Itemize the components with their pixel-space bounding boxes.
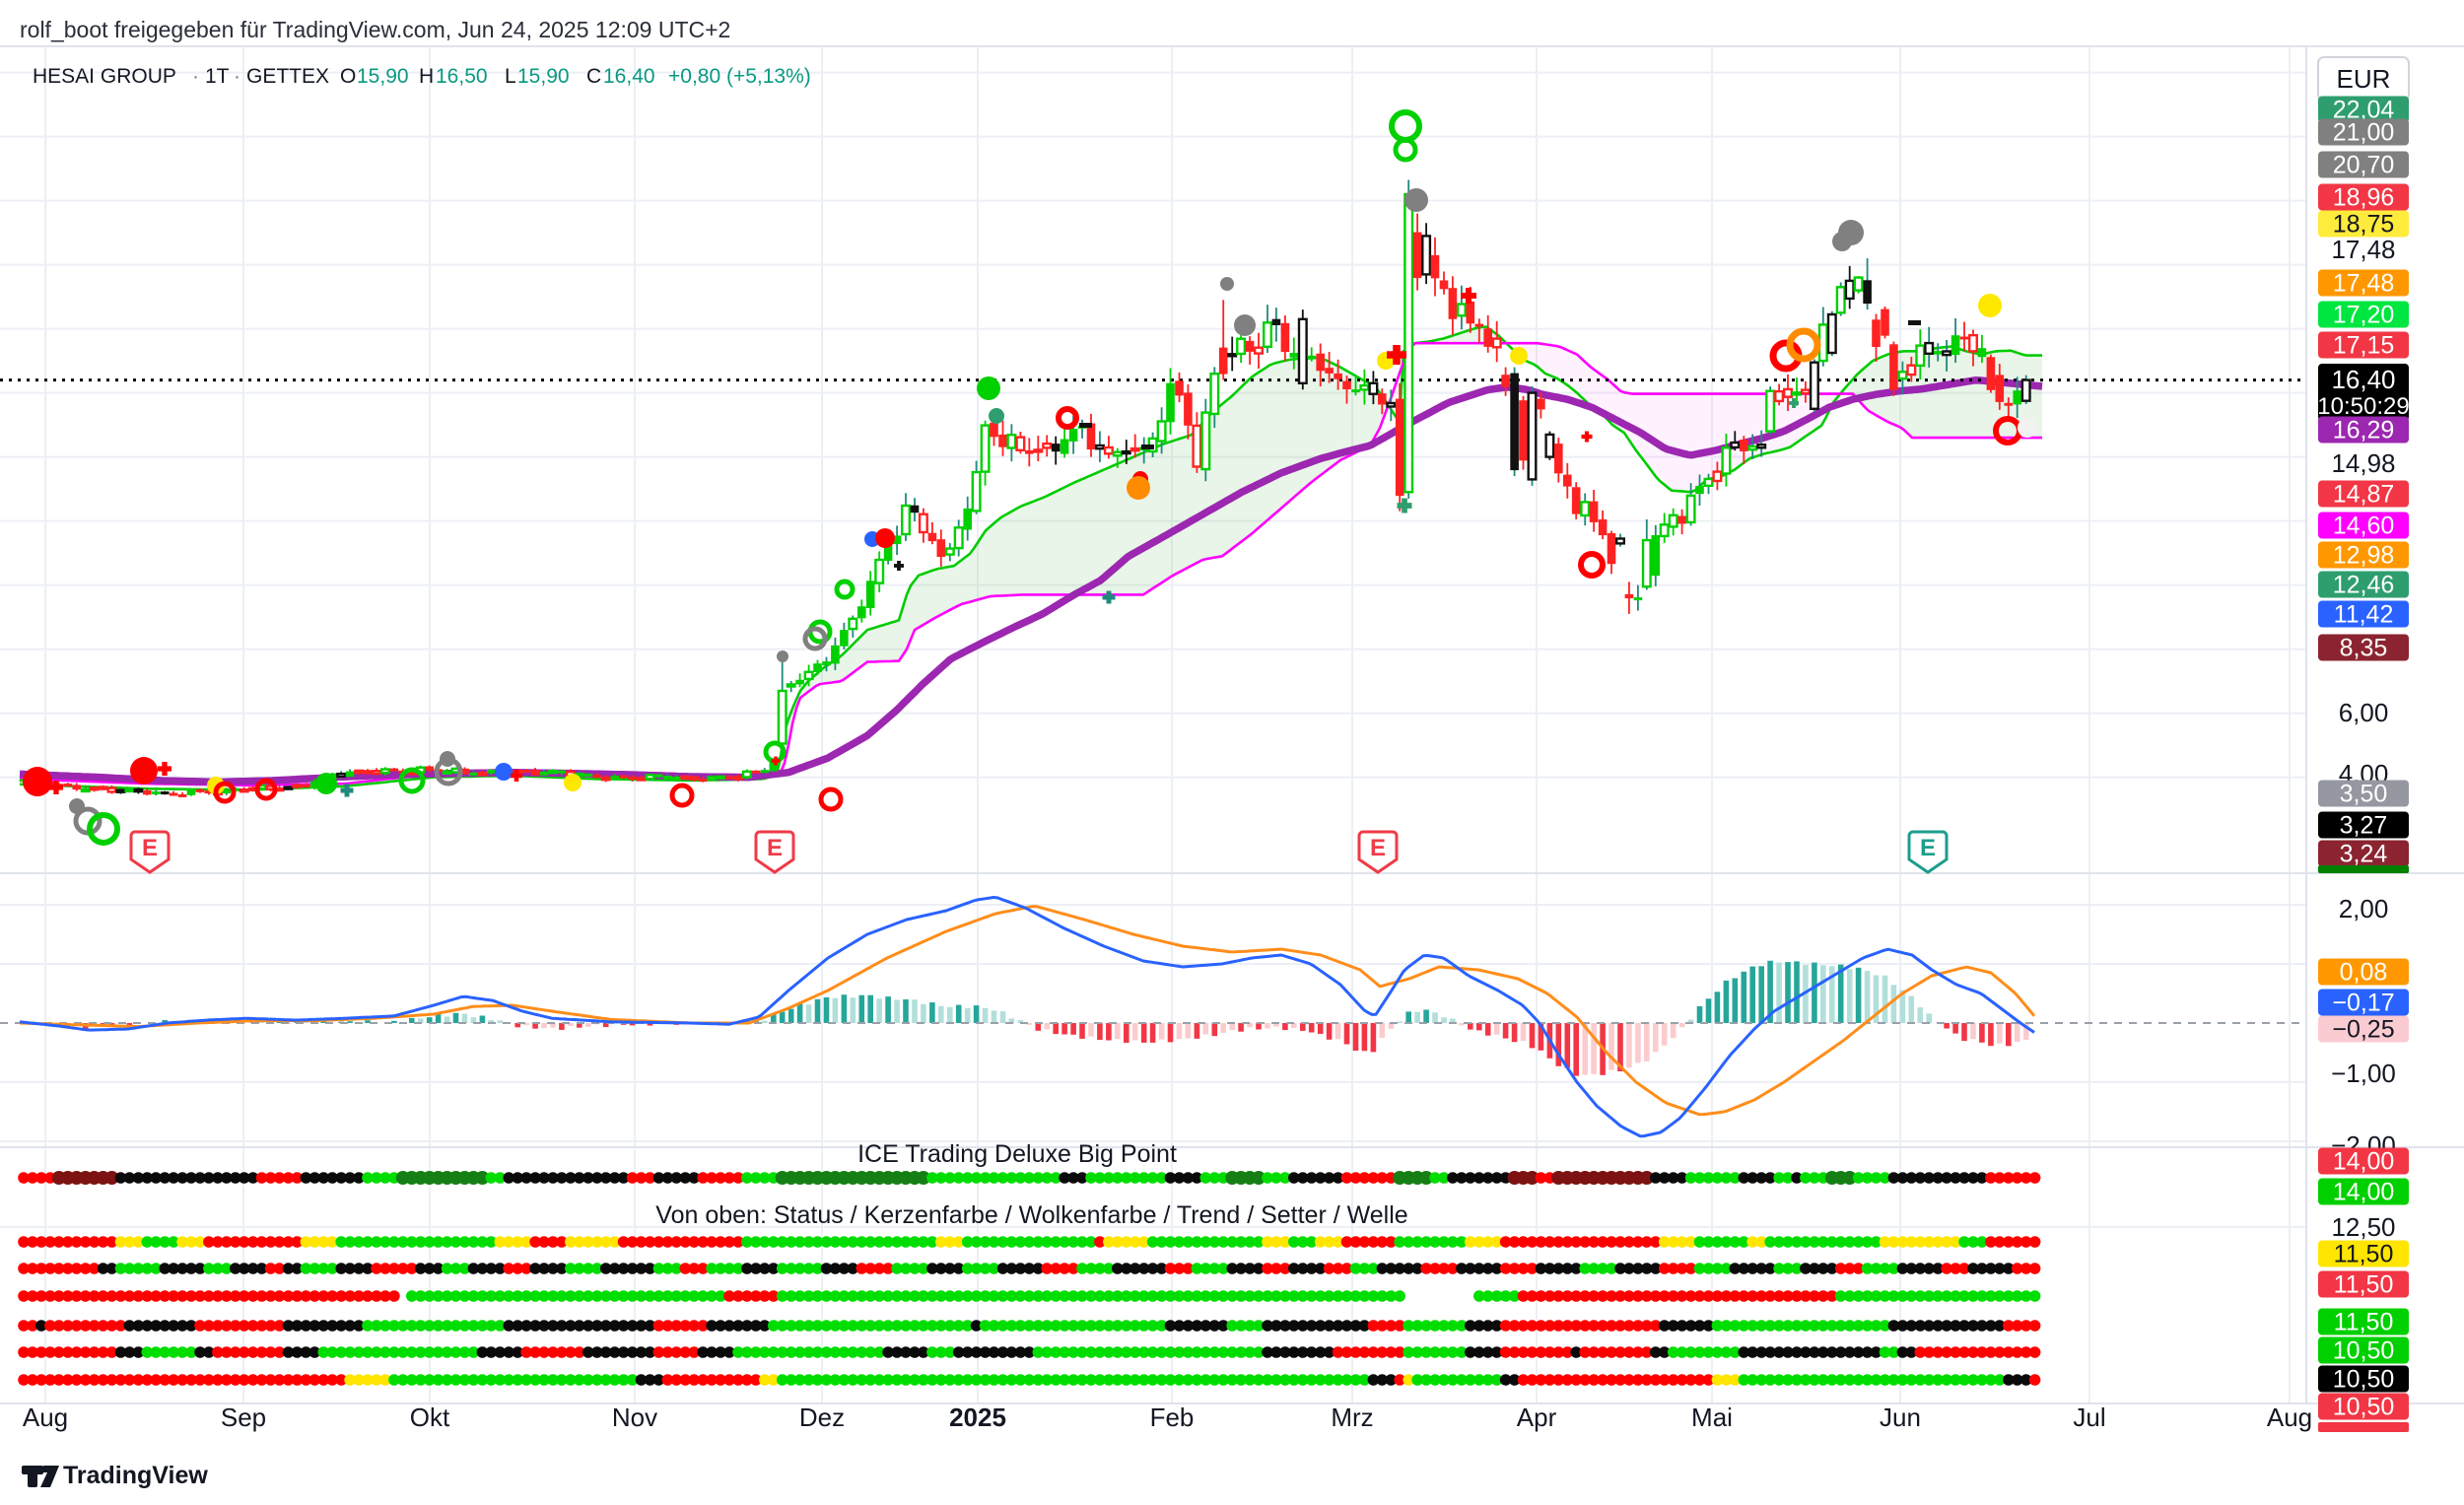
svg-text:17,15: 17,15 [2333, 332, 2395, 360]
svg-text:O: O [340, 65, 356, 88]
svg-text:H: H [419, 65, 434, 88]
svg-text:E: E [1920, 835, 1936, 861]
svg-text:3,24: 3,24 [2340, 841, 2388, 868]
svg-text:21,00: 21,00 [2333, 119, 2395, 147]
svg-text:11,50: 11,50 [2334, 1241, 2394, 1268]
svg-text:Mai: Mai [1691, 1402, 1733, 1432]
svg-text:14,87: 14,87 [2333, 481, 2395, 509]
svg-text:2,00: 2,00 [2339, 894, 2389, 924]
svg-text:Von oben: Status / Kerzenfarbe: Von oben: Status / Kerzenfarbe / Wolkenf… [655, 1201, 1407, 1229]
svg-text:16,29: 16,29 [2333, 417, 2395, 445]
svg-text:15,90: 15,90 [357, 65, 409, 88]
svg-text:20,70: 20,70 [2333, 152, 2395, 179]
svg-text:rolf_boot freigegeben für Trad: rolf_boot freigegeben für TradingView.co… [20, 17, 730, 42]
svg-text:17,48: 17,48 [2333, 270, 2395, 298]
svg-text:Feb: Feb [1150, 1402, 1195, 1432]
svg-text:Aug: Aug [23, 1402, 68, 1432]
svg-text:E: E [767, 835, 783, 861]
svg-text:3,27: 3,27 [2340, 812, 2388, 840]
svg-text:L: L [505, 65, 516, 88]
svg-text:11,50: 11,50 [2334, 1271, 2394, 1299]
svg-text:10:50:29: 10:50:29 [2317, 393, 2409, 420]
svg-text:14,60: 14,60 [2333, 513, 2395, 540]
svg-text:11,50: 11,50 [2334, 1309, 2394, 1336]
svg-text:12,98: 12,98 [2333, 542, 2395, 570]
svg-text:14,00: 14,00 [2333, 1179, 2395, 1206]
svg-text:0,08: 0,08 [2340, 959, 2388, 987]
svg-text:Nov: Nov [612, 1402, 657, 1432]
svg-text:16,40: 16,40 [603, 65, 655, 88]
svg-text:Jul: Jul [2073, 1402, 2105, 1432]
svg-text:−0,25: −0,25 [2332, 1016, 2394, 1044]
svg-text:1T: 1T [205, 65, 230, 88]
svg-text:18,75: 18,75 [2333, 211, 2395, 239]
svg-text:12,50: 12,50 [2331, 1212, 2395, 1242]
svg-text:16,50: 16,50 [436, 65, 488, 88]
svg-text:C: C [586, 65, 601, 88]
svg-text:18,96: 18,96 [2333, 184, 2395, 212]
svg-text:EUR: EUR [2337, 64, 2391, 94]
svg-text:HESAI GROUP: HESAI GROUP [33, 65, 176, 88]
svg-text:12,46: 12,46 [2333, 572, 2395, 599]
svg-text:TradingView: TradingView [63, 1462, 208, 1489]
svg-text:10,50: 10,50 [2333, 1337, 2395, 1365]
svg-text:6,00: 6,00 [2339, 698, 2389, 727]
svg-text:·: · [234, 65, 240, 88]
svg-text:−1,00: −1,00 [2331, 1059, 2396, 1088]
svg-text:14,98: 14,98 [2331, 448, 2395, 478]
svg-text:+0,80 (+5,13%): +0,80 (+5,13%) [668, 65, 811, 88]
svg-text:Apr: Apr [1517, 1402, 1557, 1432]
svg-text:3,50: 3,50 [2340, 781, 2388, 808]
svg-text:14,00: 14,00 [2333, 1148, 2395, 1176]
svg-text:15,90: 15,90 [517, 65, 570, 88]
svg-text:ICE Trading Deluxe Big Point: ICE Trading Deluxe Big Point [857, 1140, 1177, 1168]
svg-text:GETTEX: GETTEX [246, 65, 329, 88]
svg-text:Sep: Sep [221, 1402, 266, 1432]
svg-text:10,50: 10,50 [2333, 1366, 2395, 1394]
svg-text:E: E [1370, 835, 1386, 861]
svg-text:17,20: 17,20 [2333, 302, 2395, 329]
svg-text:−0,17: −0,17 [2332, 990, 2394, 1017]
svg-text:Okt: Okt [410, 1402, 450, 1432]
svg-text:10,50: 10,50 [2333, 1394, 2395, 1421]
svg-text:8,35: 8,35 [2340, 635, 2388, 662]
svg-text:Aug: Aug [2267, 1402, 2312, 1432]
svg-text:·: · [192, 65, 199, 88]
svg-text:16,40: 16,40 [2331, 365, 2395, 394]
svg-text:E: E [142, 835, 158, 861]
svg-text:2025: 2025 [949, 1402, 1006, 1432]
svg-text:17,48: 17,48 [2331, 235, 2395, 264]
svg-text:Jun: Jun [1880, 1402, 1921, 1432]
svg-text:Mrz: Mrz [1331, 1402, 1373, 1432]
svg-text:11,42: 11,42 [2334, 601, 2394, 629]
svg-text:Dez: Dez [799, 1402, 845, 1432]
